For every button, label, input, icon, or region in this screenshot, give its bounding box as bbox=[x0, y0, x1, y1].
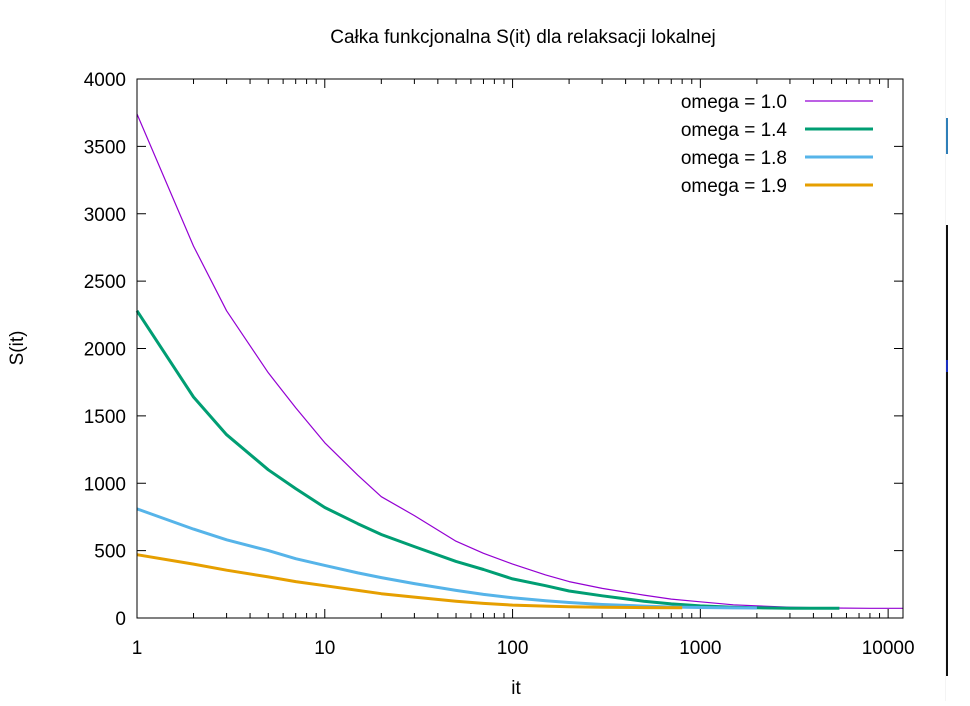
y-tick-label: 2500 bbox=[84, 272, 126, 293]
y-tick-label: 500 bbox=[94, 542, 126, 563]
axes-layer: 0 500 1000 1500 2000 2500 3000 3500 4000 1 10 100 10… bbox=[84, 70, 915, 659]
x-tick-label: 1000 bbox=[679, 638, 721, 659]
y-tick-label: 4000 bbox=[84, 70, 126, 91]
x-axis-label: it bbox=[511, 678, 521, 699]
y-tick-label: 3500 bbox=[84, 137, 126, 158]
series-line-1 bbox=[135, 309, 840, 610]
legend-label-2: omega = 1.8 bbox=[681, 148, 787, 169]
y-tick-label: 0 bbox=[115, 609, 126, 630]
edge-mark-blue bbox=[946, 118, 948, 154]
edge-line-light bbox=[945, 0, 946, 701]
x-tick-label: 10 bbox=[314, 638, 335, 659]
legend-label-1: omega = 1.4 bbox=[681, 120, 788, 141]
edge-mark-navy bbox=[946, 360, 948, 372]
series-layer bbox=[135, 113, 903, 610]
y-tick-label: 2000 bbox=[84, 340, 126, 361]
legend-label-3: omega = 1.9 bbox=[681, 176, 787, 197]
legend: omega = 1.0 omega = 1.4 omega = 1.8 omega =… bbox=[681, 92, 873, 197]
y-tick-label: 3000 bbox=[84, 205, 126, 226]
window-edge-marks bbox=[945, 0, 948, 701]
x-tick-label: 1 bbox=[132, 638, 143, 659]
chart-title: Całka funkcjonalna S(it) dla relaksacji … bbox=[330, 27, 715, 48]
x-tick-label: 100 bbox=[497, 638, 529, 659]
y-tick-label: 1000 bbox=[84, 474, 126, 495]
x-tick-label: 10000 bbox=[862, 638, 915, 659]
y-tick-label: 1500 bbox=[84, 407, 126, 428]
window-edge-strip bbox=[944, 0, 948, 701]
y-axis-label: S(it) bbox=[7, 331, 28, 366]
series-line-3 bbox=[136, 553, 683, 610]
series-line-0 bbox=[136, 113, 903, 609]
edge-line-dark bbox=[946, 225, 948, 676]
legend-label-0: omega = 1.0 bbox=[681, 92, 787, 113]
